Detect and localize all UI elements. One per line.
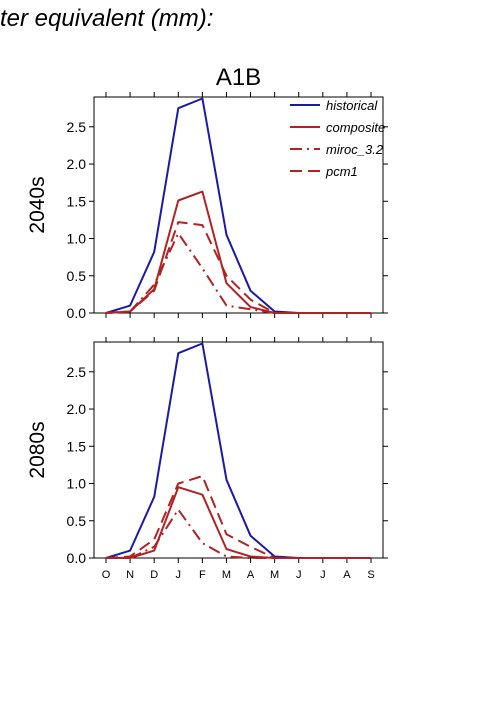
legend-label: historical <box>326 98 378 113</box>
y-tick-label: 1.0 <box>67 476 87 492</box>
y-tick-label: 2.5 <box>67 364 87 380</box>
x-tick-label: S <box>367 569 374 581</box>
y-tick-label: 0.0 <box>67 550 87 566</box>
y-tick-label: 0.5 <box>67 513 87 529</box>
y-tick-label: 2.0 <box>67 156 87 172</box>
y-tick-label: 2.5 <box>67 119 87 135</box>
x-tick-label: J <box>176 569 182 581</box>
x-tick-label: F <box>199 569 206 581</box>
y-axis-label: 2080s <box>26 421 49 478</box>
y-axis-label: 2040s <box>26 176 49 233</box>
series-line-pcm1 <box>105 475 371 559</box>
x-tick-label: O <box>102 569 111 581</box>
x-tick-label: J <box>296 569 302 581</box>
legend-label: composite <box>326 120 385 135</box>
legend: historical composite miroc_3.2 pcm1 <box>290 98 385 179</box>
x-tick-label: M <box>222 569 231 581</box>
y-tick-label: 2.0 <box>67 401 87 417</box>
legend-label: miroc_3.2 <box>326 142 384 157</box>
plot-frame <box>93 96 384 314</box>
scenario-title: A1B <box>216 64 261 91</box>
chart-panel-2040s: A1B 0.0 0.5 1.0 1.5 2.0 2.5 2040s historical comp… <box>26 64 388 321</box>
series-line-pcm1 <box>105 221 371 314</box>
x-tick-label: N <box>126 569 134 581</box>
y-tick-label: 0.5 <box>67 268 87 284</box>
x-tick-label: J <box>320 569 326 581</box>
y-tick-label: 1.0 <box>67 231 87 247</box>
series-line-historical <box>105 342 371 559</box>
y-tick-label: 1.5 <box>67 438 87 454</box>
x-tick-label: M <box>270 569 279 581</box>
chart-panel-2080s: 0.0 0.5 1.0 1.5 2.0 2.5 O N D J F M A M J J A S 2080s <box>26 337 388 581</box>
plot-frame <box>93 341 384 559</box>
x-tick-label: A <box>343 569 351 581</box>
y-tick-label: 1.5 <box>67 193 87 209</box>
y-tick-label: 0.0 <box>67 305 87 321</box>
x-tick-label: D <box>150 569 158 581</box>
series-line-composite <box>106 486 371 559</box>
series-line-miroc-3-2 <box>105 232 371 314</box>
series-line-composite <box>105 190 371 314</box>
legend-label: pcm1 <box>325 164 358 179</box>
page-title: ter equivalent (mm): <box>0 5 214 32</box>
x-tick-label: A <box>247 569 255 581</box>
